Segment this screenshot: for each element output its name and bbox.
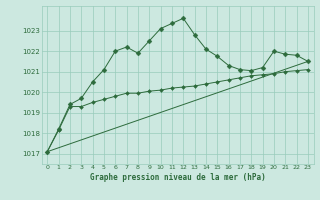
X-axis label: Graphe pression niveau de la mer (hPa): Graphe pression niveau de la mer (hPa) — [90, 173, 266, 182]
